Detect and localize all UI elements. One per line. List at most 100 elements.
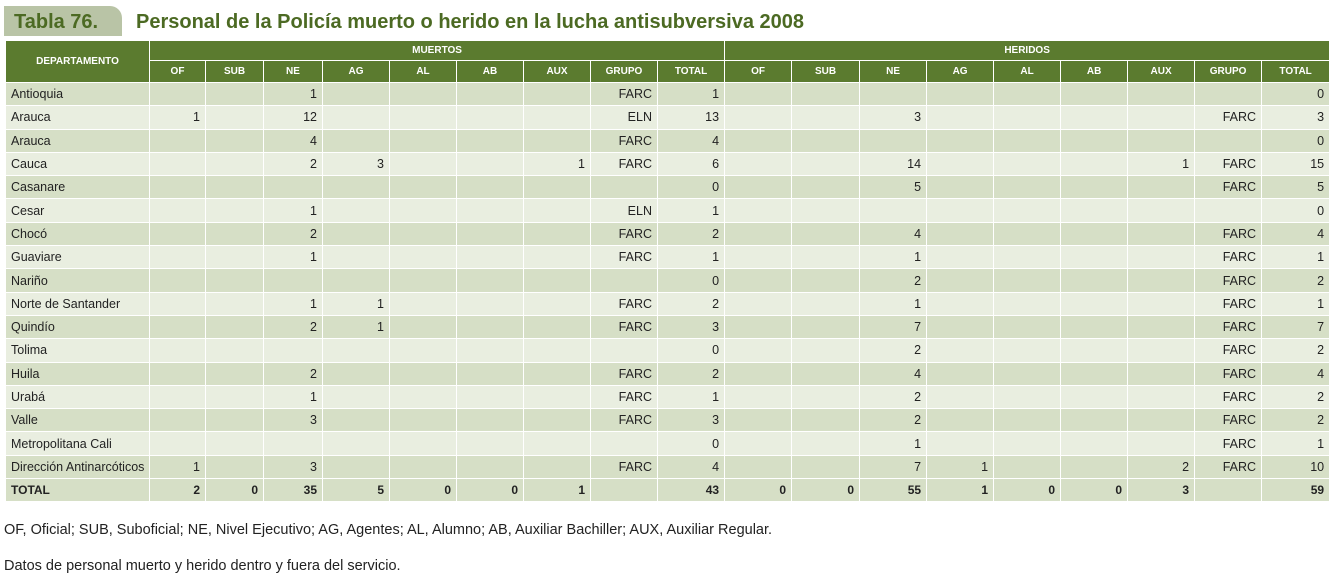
cell bbox=[456, 361, 524, 386]
cell: 0 bbox=[389, 478, 457, 503]
cell bbox=[523, 408, 591, 433]
cell: FARC bbox=[1194, 454, 1263, 480]
cell bbox=[1127, 128, 1196, 153]
cell bbox=[456, 128, 524, 153]
row-label: Casanare bbox=[5, 175, 150, 200]
cell bbox=[389, 431, 457, 456]
cell bbox=[926, 408, 995, 433]
cell bbox=[456, 151, 524, 177]
cell bbox=[993, 384, 1062, 410]
cell bbox=[993, 245, 1062, 270]
cell: FARC bbox=[1194, 268, 1263, 293]
cell: 0 bbox=[205, 478, 264, 503]
cell bbox=[926, 245, 995, 270]
row-label: Antioquia bbox=[5, 81, 150, 107]
table-row: Huila 2 FARC 2 4 FARC 4 bbox=[5, 361, 1331, 386]
cell bbox=[523, 338, 591, 363]
row-label: TOTAL bbox=[5, 478, 150, 503]
cell bbox=[993, 221, 1062, 247]
cell: FARC bbox=[590, 314, 658, 340]
cell bbox=[724, 221, 793, 247]
cell bbox=[389, 81, 457, 107]
column-header: AUX bbox=[1127, 60, 1196, 83]
cell bbox=[724, 151, 793, 177]
cell: FARC bbox=[590, 128, 658, 153]
cell: 3 bbox=[859, 105, 928, 130]
row-label: Cesar bbox=[5, 198, 150, 223]
cell bbox=[859, 81, 928, 107]
cell bbox=[1060, 338, 1129, 363]
cell bbox=[456, 198, 524, 223]
cell: FARC bbox=[590, 81, 658, 107]
cell bbox=[791, 384, 861, 410]
column-header: TOTAL bbox=[656, 60, 726, 83]
cell bbox=[1060, 361, 1129, 386]
cell bbox=[926, 431, 995, 456]
table-row: Valle 3 FARC 3 2 FARC 2 bbox=[5, 408, 1331, 433]
row-label: Norte de Santander bbox=[5, 291, 150, 316]
cell bbox=[389, 198, 457, 223]
column-header: AG bbox=[322, 60, 390, 83]
cell bbox=[791, 291, 861, 316]
cell bbox=[389, 268, 457, 293]
row-label: Cauca bbox=[5, 151, 150, 177]
cell bbox=[724, 454, 793, 480]
cell bbox=[993, 151, 1062, 177]
cell bbox=[1194, 81, 1263, 107]
cell bbox=[1194, 198, 1263, 223]
cell: 4 bbox=[1261, 221, 1331, 247]
cell bbox=[456, 221, 524, 247]
cell bbox=[1060, 198, 1129, 223]
cell: 1 bbox=[1127, 151, 1196, 177]
cell bbox=[926, 198, 995, 223]
row-label: Nariño bbox=[5, 268, 150, 293]
cell bbox=[149, 81, 206, 107]
cell bbox=[1127, 198, 1196, 223]
cell bbox=[1060, 81, 1129, 107]
cell: 2 bbox=[1127, 454, 1196, 480]
cell: 4 bbox=[656, 454, 726, 480]
cell bbox=[993, 175, 1062, 200]
cell bbox=[389, 408, 457, 433]
cell: 2 bbox=[1261, 408, 1331, 433]
cell bbox=[724, 408, 793, 433]
cell: 2 bbox=[1261, 384, 1331, 410]
column-header: GRUPO bbox=[1194, 60, 1263, 83]
cell: FARC bbox=[1194, 384, 1263, 410]
cell: 14 bbox=[859, 151, 928, 177]
cell: 1 bbox=[149, 105, 206, 130]
cell: 1 bbox=[523, 151, 591, 177]
cell bbox=[456, 431, 524, 456]
cell bbox=[205, 361, 264, 386]
cell bbox=[149, 245, 206, 270]
cell bbox=[1127, 314, 1196, 340]
cell bbox=[205, 268, 264, 293]
cell bbox=[791, 431, 861, 456]
cell bbox=[1060, 268, 1129, 293]
cell: 0 bbox=[1261, 81, 1331, 107]
cell bbox=[926, 291, 995, 316]
cell bbox=[205, 175, 264, 200]
cell: 0 bbox=[724, 478, 793, 503]
cell bbox=[523, 384, 591, 410]
cell: 0 bbox=[993, 478, 1062, 503]
cell: 2 bbox=[859, 384, 928, 410]
cell: 3 bbox=[263, 408, 323, 433]
column-header: SUB bbox=[791, 60, 861, 83]
group-header: MUERTOS bbox=[148, 40, 726, 61]
cell: FARC bbox=[590, 408, 658, 433]
cell bbox=[389, 221, 457, 247]
cell: 1 bbox=[263, 291, 323, 316]
cell bbox=[926, 175, 995, 200]
cell: 3 bbox=[1261, 105, 1331, 130]
cell bbox=[724, 384, 793, 410]
cell bbox=[149, 384, 206, 410]
cell bbox=[791, 221, 861, 247]
cell: 1 bbox=[263, 384, 323, 410]
cell bbox=[1060, 128, 1129, 153]
cell bbox=[149, 198, 206, 223]
row-label: Quindío bbox=[5, 314, 150, 340]
cell bbox=[149, 431, 206, 456]
cell bbox=[1127, 221, 1196, 247]
cell: FARC bbox=[1194, 245, 1263, 270]
